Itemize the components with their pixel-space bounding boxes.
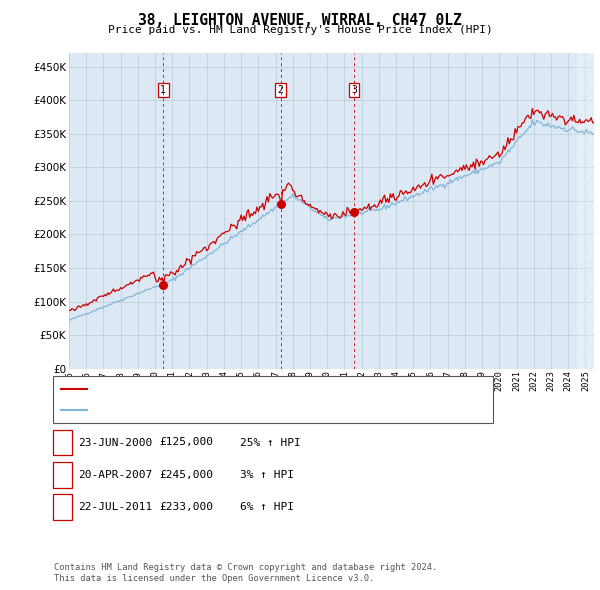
- Text: HPI: Average price, detached house, Wirral: HPI: Average price, detached house, Wirr…: [92, 405, 349, 415]
- Text: Price paid vs. HM Land Registry's House Price Index (HPI): Price paid vs. HM Land Registry's House …: [107, 25, 493, 35]
- Text: £233,000: £233,000: [159, 503, 213, 512]
- Text: 22-JUL-2011: 22-JUL-2011: [78, 503, 152, 512]
- Text: 25% ↑ HPI: 25% ↑ HPI: [240, 438, 301, 447]
- Text: 3: 3: [351, 85, 357, 95]
- Text: 1: 1: [59, 438, 66, 447]
- Text: 3% ↑ HPI: 3% ↑ HPI: [240, 470, 294, 480]
- Text: 3: 3: [59, 503, 66, 512]
- Text: 23-JUN-2000: 23-JUN-2000: [78, 438, 152, 447]
- Text: £245,000: £245,000: [159, 470, 213, 480]
- Bar: [577, 53, 594, 369]
- Text: 2: 2: [278, 85, 284, 95]
- Text: 6% ↑ HPI: 6% ↑ HPI: [240, 503, 294, 512]
- Text: Contains HM Land Registry data © Crown copyright and database right 2024.
This d: Contains HM Land Registry data © Crown c…: [54, 563, 437, 583]
- Text: 2: 2: [59, 470, 66, 480]
- Text: 20-APR-2007: 20-APR-2007: [78, 470, 152, 480]
- Text: 38, LEIGHTON AVENUE, WIRRAL, CH47 0LZ (detached house): 38, LEIGHTON AVENUE, WIRRAL, CH47 0LZ (d…: [92, 384, 422, 394]
- Text: £125,000: £125,000: [159, 438, 213, 447]
- Text: 1: 1: [160, 85, 166, 95]
- Text: 38, LEIGHTON AVENUE, WIRRAL, CH47 0LZ: 38, LEIGHTON AVENUE, WIRRAL, CH47 0LZ: [138, 13, 462, 28]
